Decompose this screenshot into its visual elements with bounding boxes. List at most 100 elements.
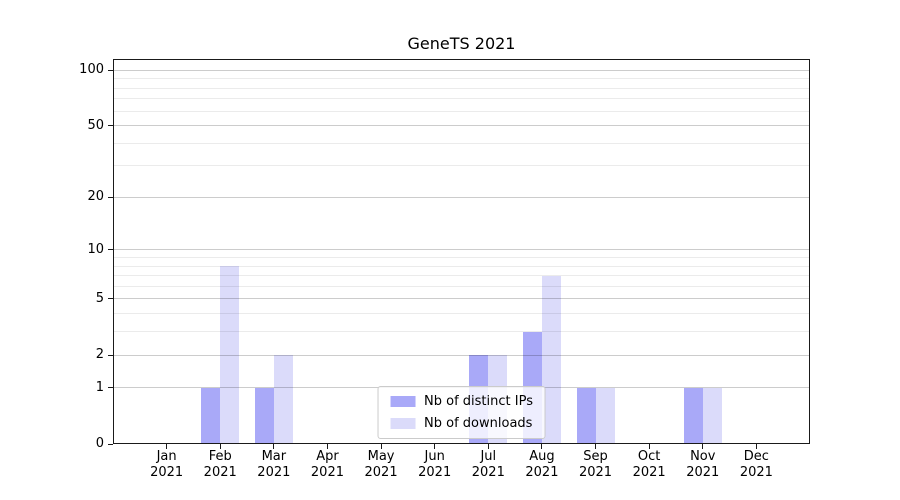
x-tick-month: May [367,449,395,464]
chart-title: GeneTS 2021 [407,34,516,53]
y-tick-mark [108,69,113,71]
x-tick-month: Aug [529,449,555,464]
x-tick-month: Sep [583,449,608,464]
x-tick-year: 2021 [257,464,291,480]
top-spine [113,59,810,60]
x-tick-month: Dec [743,449,769,464]
minor-gridline [114,331,809,333]
x-tick-mark [434,444,436,449]
minor-gridline [114,142,809,144]
x-tick-month: Nov [690,449,716,464]
x-tick-year: 2021 [632,464,666,480]
x-tick-year: 2021 [686,464,720,480]
right-spine [809,59,810,444]
y-tick-mark [108,387,113,389]
y-tick-label: 100 [79,62,104,78]
minor-gridline [114,313,809,315]
minor-gridline [114,98,809,100]
x-tick-mark [219,444,221,449]
legend-item-downloads: Nb of downloads [390,416,533,431]
minor-gridline [114,256,809,258]
x-tick-month: Jun [424,449,445,464]
x-tick-label-dec: Dec 2021 [724,449,788,480]
minor-gridline [114,78,809,80]
x-tick-mark [380,444,382,449]
x-tick-label-may: May 2021 [349,449,413,480]
y-tick-mark [108,196,113,198]
x-tick-month: Jan [156,449,177,464]
x-tick-label-mar: Mar 2021 [242,449,306,480]
y-tick-label: 2 [95,347,104,362]
legend-label-downloads: Nb of downloads [424,416,533,431]
bar-sep-distinct-ips [576,387,596,444]
bar-nov-distinct-ips [683,387,703,444]
legend-swatch-downloads-icon [390,418,416,429]
x-tick-year: 2021 [150,464,184,480]
x-tick-month: Apr [316,449,339,464]
x-tick-mark [273,444,275,449]
y-tick-mark [108,249,113,251]
x-tick-year: 2021 [578,464,613,480]
minor-gridline [114,275,809,277]
plot-area: Nb of distinct IPs Nb of downloads [113,59,810,444]
x-tick-month: Mar [261,449,287,464]
bar-mar-downloads [273,355,293,444]
x-tick-month: Oct [637,449,661,464]
x-tick-label-nov: Nov 2021 [671,449,735,480]
x-tick-mark [648,444,650,449]
bottom-spine [113,443,810,444]
bar-sep-downloads [595,387,615,444]
x-tick-label-sep: Sep 2021 [564,449,628,480]
minor-gridline [114,110,809,112]
x-tick-year: 2021 [525,464,559,480]
major-gridline [114,354,809,356]
x-tick-label-feb: Feb 2021 [188,449,252,480]
minor-gridline [114,265,809,267]
legend: Nb of distinct IPs Nb of downloads [377,386,546,439]
y-tick-mark [108,125,113,127]
bar-nov-downloads [702,387,722,444]
x-tick-mark [595,444,597,449]
major-gridline [114,249,809,251]
y-tick-mark [108,354,113,356]
x-tick-mark [487,444,489,449]
y-tick-label: 1 [95,379,104,395]
y-tick-label: 5 [95,290,104,306]
minor-gridline [114,87,809,89]
x-tick-mark [702,444,704,449]
bar-feb-downloads [220,266,240,444]
x-tick-mark [755,444,757,449]
x-tick-year: 2021 [364,464,398,480]
x-tick-label-apr: Apr 2021 [295,449,359,480]
minor-gridline [114,165,809,167]
x-tick-label-oct: Oct 2021 [617,449,681,480]
legend-swatch-distinct-ips-icon [390,396,416,407]
x-tick-label-jun: Jun 2021 [403,449,467,480]
x-tick-mark [326,444,328,449]
y-tick-mark [108,298,113,300]
major-gridline [114,298,809,300]
y-tick-label: 20 [87,189,104,205]
x-tick-month: Feb [208,449,232,464]
left-spine [113,59,114,444]
major-gridline [114,125,809,127]
y-tick-label: 0 [95,436,104,451]
x-tick-label-jul: Jul 2021 [456,449,520,480]
major-gridline [114,196,809,198]
y-tick-mark [108,443,113,445]
bar-mar-distinct-ips [254,387,274,444]
x-tick-year: 2021 [310,464,344,480]
x-tick-year: 2021 [203,464,237,480]
legend-item-distinct-ips: Nb of distinct IPs [390,394,533,409]
y-tick-label: 50 [87,117,104,133]
bar-aug-downloads [541,275,561,444]
x-tick-year: 2021 [739,464,773,480]
y-tick-label: 10 [87,241,104,257]
x-tick-label-aug: Aug 2021 [510,449,574,480]
x-tick-label-jan: Jan 2021 [135,449,199,480]
x-tick-mark [166,444,168,449]
legend-label-distinct-ips: Nb of distinct IPs [424,394,533,409]
x-tick-month: Jul [480,449,497,464]
bar-feb-distinct-ips [201,387,221,444]
